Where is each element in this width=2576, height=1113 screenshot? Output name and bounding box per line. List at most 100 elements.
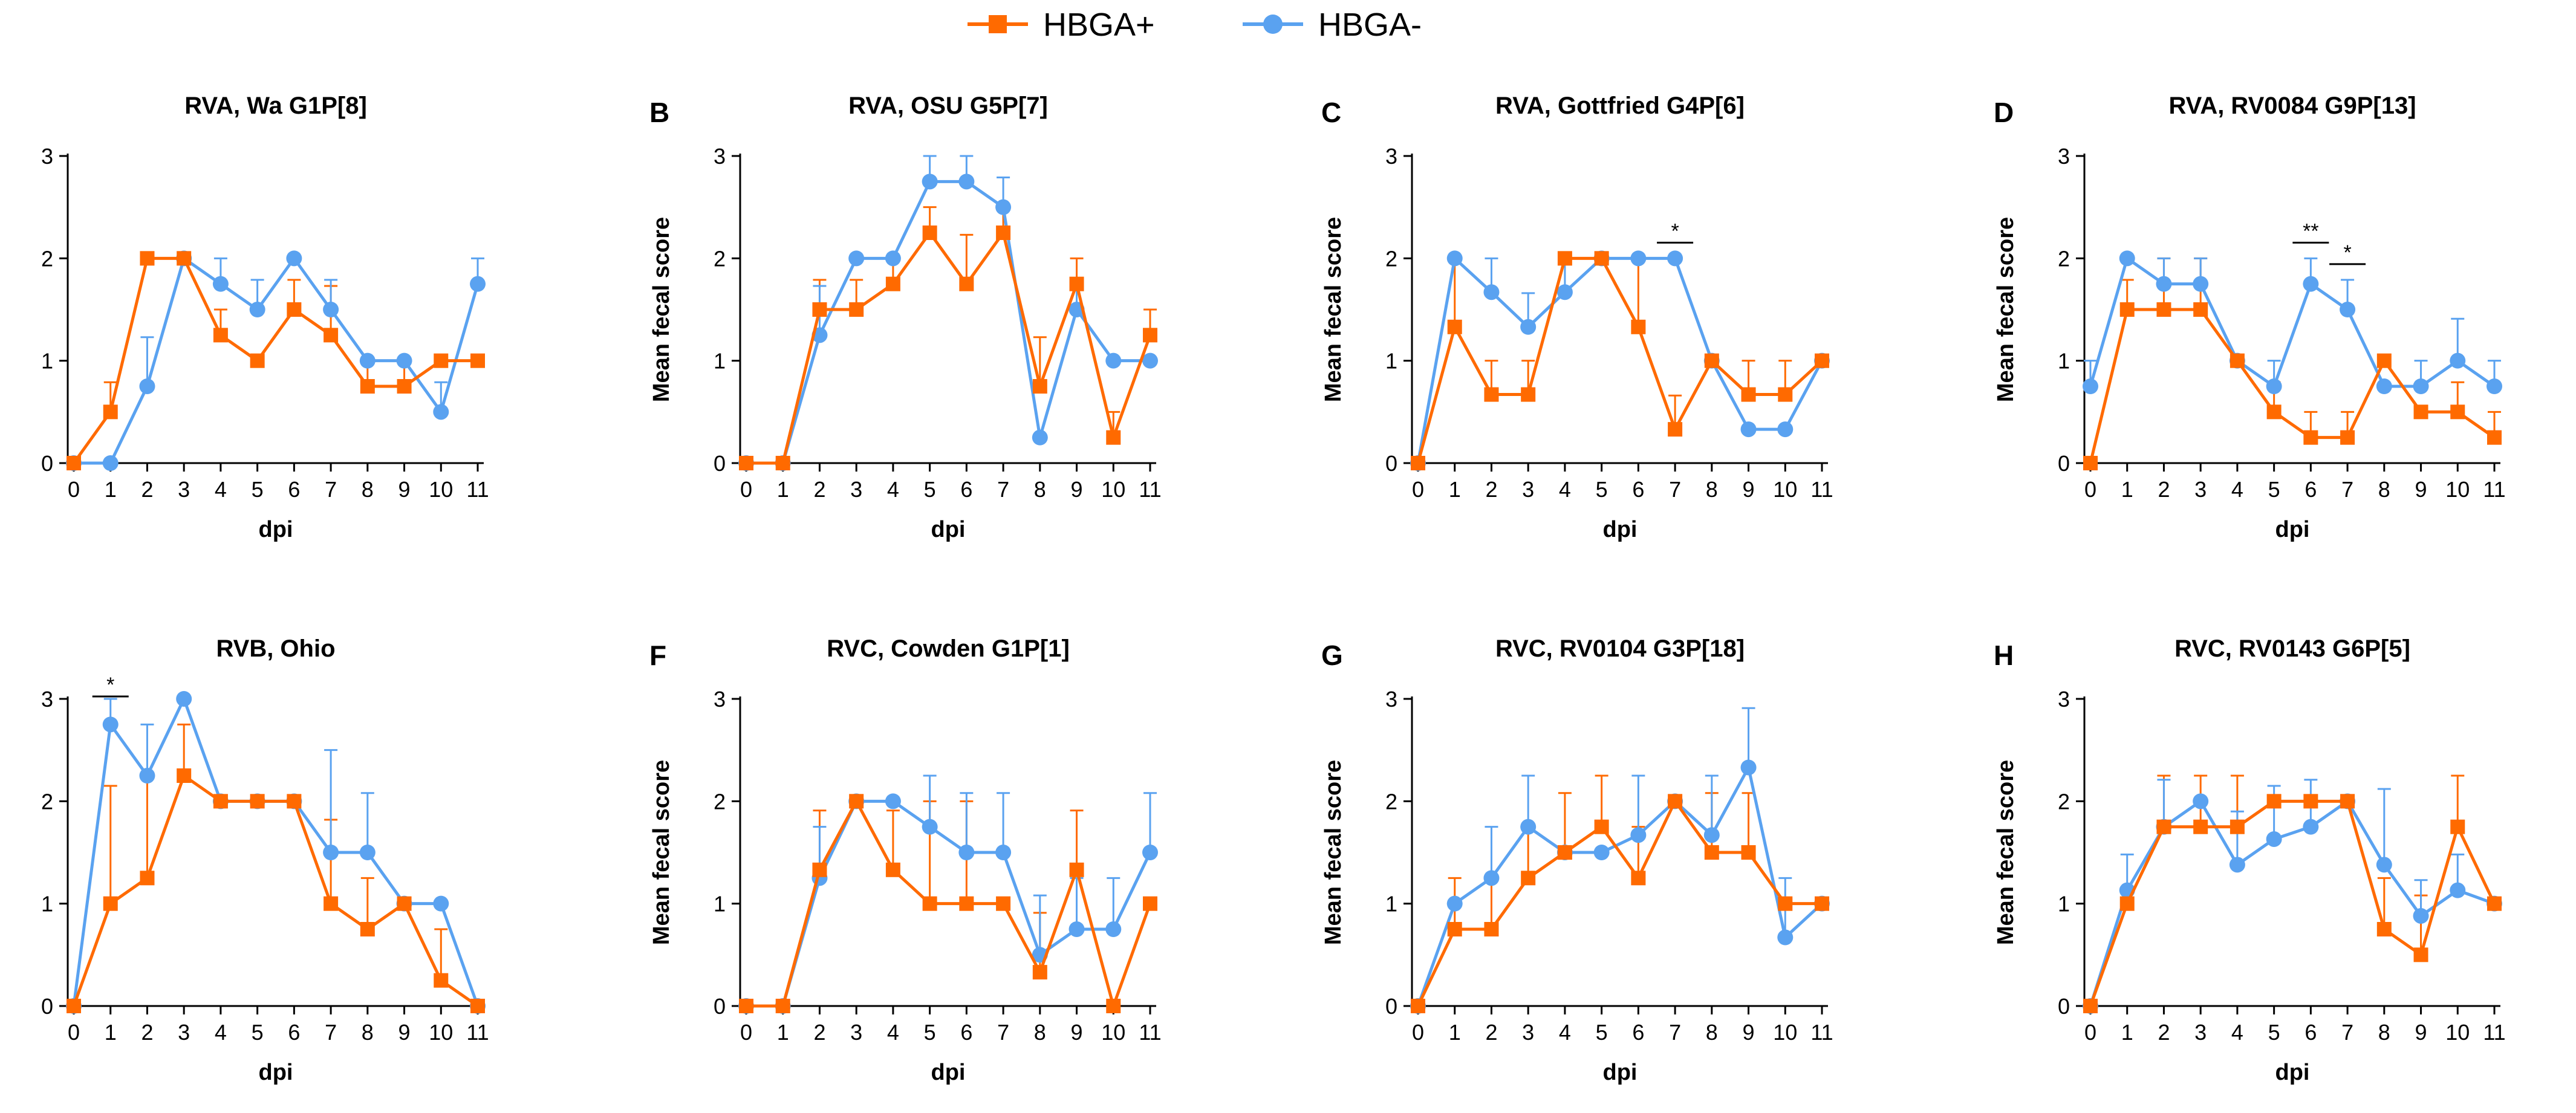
- data-point-hbga-pos: [434, 973, 449, 988]
- x-tick-label: 10: [1773, 1020, 1797, 1045]
- data-point-hbga-pos: [2230, 353, 2245, 368]
- x-tick-label: 4: [215, 477, 227, 502]
- x-tick-label: 4: [1559, 477, 1571, 502]
- x-tick-label: 10: [1101, 1020, 1125, 1045]
- x-tick-label: 9: [1743, 477, 1755, 502]
- x-tick-label: 0: [740, 477, 752, 502]
- data-point-hbga-neg: [323, 302, 339, 317]
- panels: ARVA, Wa G1P[8]012301234567891011dpiMean…: [0, 92, 2506, 1085]
- data-point-hbga-pos: [849, 794, 864, 809]
- x-tick-label: 10: [2445, 1020, 2470, 1045]
- data-point-hbga-pos: [287, 302, 302, 317]
- data-point-hbga-neg: [2413, 907, 2429, 924]
- chart-title: RVA, Wa G1P[8]: [184, 92, 367, 119]
- data-point-hbga-neg: [995, 199, 1012, 215]
- data-point-hbga-pos: [1668, 794, 1683, 809]
- error-bars-hbga-neg: [813, 774, 1157, 955]
- data-point-hbga-neg: [885, 250, 901, 267]
- data-point-hbga-neg: [2119, 250, 2135, 267]
- series-line-hbga-neg: [2089, 256, 2496, 388]
- x-tick-label: 5: [1596, 477, 1608, 502]
- data-point-hbga-pos: [470, 999, 485, 1013]
- chart-title: RVA, RV0084 G9P[13]: [2168, 92, 2416, 119]
- x-tick-label: 3: [850, 477, 862, 502]
- x-tick-label: 7: [325, 1020, 337, 1045]
- data-point-hbga-neg: [1105, 352, 1122, 369]
- y-tick-label: 0: [714, 451, 726, 476]
- data-point-hbga-pos: [360, 379, 375, 394]
- x-tick-label: 5: [252, 1020, 264, 1045]
- data-point-hbga-neg: [286, 250, 302, 267]
- x-tick-label: 8: [1034, 477, 1046, 502]
- data-point-hbga-neg: [1446, 895, 1463, 912]
- data-point-hbga-pos: [1594, 251, 1609, 266]
- x-tick-label: 1: [105, 1020, 117, 1045]
- x-tick-label: 11: [466, 1020, 489, 1045]
- panel-letter: H: [1994, 640, 2014, 671]
- y-tick-label: 1: [2058, 349, 2070, 374]
- y-axis-label: Mean fecal score: [0, 760, 2, 945]
- x-tick-label: 3: [1522, 477, 1534, 502]
- data-point-hbga-pos: [67, 456, 81, 470]
- data-point-hbga-neg: [1520, 819, 1537, 835]
- data-point-hbga-neg: [1556, 284, 1573, 300]
- data-point-hbga-neg: [2083, 378, 2098, 394]
- data-point-hbga-neg: [323, 845, 339, 860]
- data-point-hbga-pos: [1594, 819, 1609, 834]
- data-point-hbga-pos: [2340, 430, 2355, 445]
- x-tick-label: 0: [68, 477, 80, 502]
- x-tick-label: 2: [2158, 1020, 2170, 1045]
- x-tick-label: 6: [1632, 477, 1644, 502]
- panel-letter: D: [1994, 97, 2014, 128]
- x-tick-label: 5: [924, 1020, 936, 1045]
- data-point-hbga-neg: [1483, 870, 1500, 886]
- y-tick-label: 3: [41, 687, 53, 712]
- y-tick-label: 1: [714, 892, 726, 917]
- error-bars-hbga-pos: [813, 800, 1084, 973]
- x-tick-label: 6: [288, 1020, 300, 1045]
- data-point-hbga-pos: [2193, 819, 2208, 834]
- data-point-hbga-pos: [140, 871, 155, 886]
- x-axis-label: dpi: [2275, 1060, 2310, 1085]
- x-axis-label: dpi: [1603, 517, 1638, 542]
- data-point-hbga-pos: [2266, 404, 2282, 420]
- y-tick-label: 1: [41, 349, 53, 374]
- y-tick-label: 0: [2058, 994, 2070, 1019]
- x-tick-label: 3: [178, 1020, 190, 1045]
- x-tick-label: 6: [2304, 1020, 2317, 1045]
- y-tick-label: 2: [714, 789, 726, 814]
- data-point-hbga-pos: [2083, 456, 2098, 470]
- data-point-hbga-pos: [213, 794, 228, 809]
- x-axis-label: dpi: [259, 1060, 293, 1085]
- x-tick-label: 6: [1632, 1020, 1644, 1045]
- panel-letter: G: [1321, 640, 1343, 671]
- x-tick-label: 9: [398, 477, 411, 502]
- x-tick-label: 3: [1522, 1020, 1534, 1045]
- data-point-hbga-pos: [2083, 999, 2098, 1013]
- x-tick-label: 1: [105, 477, 117, 502]
- data-point-hbga-pos: [1631, 319, 1646, 334]
- data-point-hbga-pos: [1447, 319, 1462, 334]
- data-point-hbga-pos: [1741, 387, 1756, 402]
- x-tick-label: 0: [1412, 477, 1424, 502]
- data-point-hbga-pos: [2487, 430, 2502, 445]
- data-point-hbga-pos: [2413, 404, 2428, 420]
- x-tick-label: 7: [997, 477, 1009, 502]
- legend-marker-circle: [1263, 15, 1283, 34]
- series-line-hbga-neg: [74, 256, 480, 465]
- x-axis-label: dpi: [2275, 517, 2310, 542]
- data-point-hbga-neg: [1740, 759, 1757, 776]
- x-axis-label: dpi: [931, 517, 966, 542]
- y-tick-label: 3: [714, 687, 726, 712]
- x-tick-label: 6: [288, 477, 300, 502]
- data-point-hbga-neg: [102, 455, 119, 471]
- data-point-hbga-neg: [1740, 421, 1757, 438]
- x-tick-label: 11: [1810, 477, 1833, 502]
- data-point-hbga-pos: [2266, 794, 2282, 809]
- x-tick-label: 2: [141, 1020, 153, 1045]
- x-tick-label: 4: [887, 1020, 899, 1045]
- data-point-hbga-neg: [433, 404, 449, 420]
- data-point-hbga-neg: [139, 378, 155, 394]
